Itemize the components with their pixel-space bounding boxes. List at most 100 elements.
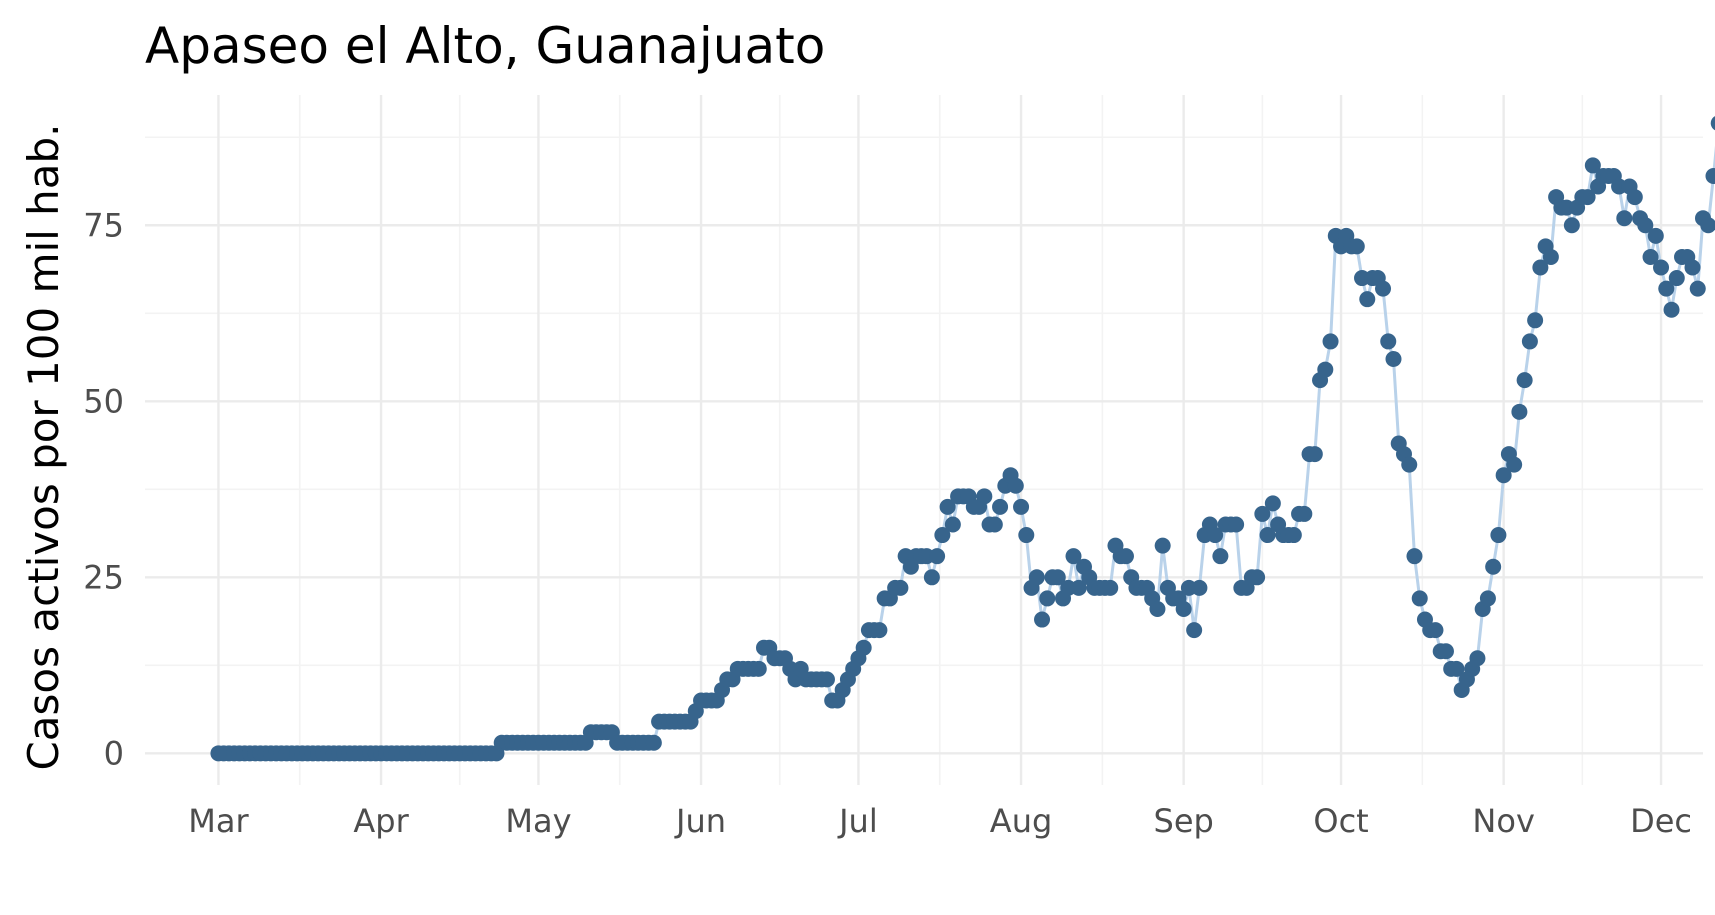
data-point — [1563, 217, 1580, 234]
data-point — [1427, 622, 1444, 639]
data-point — [1317, 361, 1334, 378]
data-point — [1616, 210, 1633, 227]
data-point — [1191, 579, 1208, 596]
data-point — [1626, 189, 1643, 206]
data-point — [992, 498, 1009, 515]
data-point — [1039, 590, 1056, 607]
data-point — [871, 622, 888, 639]
data-point — [645, 734, 662, 751]
data-point — [1375, 280, 1392, 297]
data-point — [1385, 351, 1402, 368]
data-point — [1647, 227, 1664, 244]
data-point — [1511, 403, 1528, 420]
data-point — [1296, 505, 1313, 522]
data-point — [1212, 548, 1229, 565]
x-tick-label: Jul — [837, 802, 878, 840]
data-point — [892, 579, 909, 596]
data-point — [1070, 579, 1087, 596]
data-point — [1348, 238, 1365, 255]
data-point — [944, 516, 961, 533]
data-point — [1705, 167, 1715, 184]
data-point — [1207, 527, 1224, 544]
x-tick-label: Oct — [1313, 802, 1368, 840]
data-point — [1322, 333, 1339, 350]
data-point — [1228, 516, 1245, 533]
data-point — [1579, 189, 1596, 206]
data-point — [1154, 537, 1171, 554]
y-tick-label: 0 — [104, 734, 124, 772]
x-axis-tick-labels: Mar Apr May Jun Jul Aug Sep Oct Nov Dec — [188, 802, 1692, 840]
data-points — [210, 116, 1715, 762]
series-line — [218, 145, 1715, 755]
data-point — [1249, 569, 1266, 586]
data-point — [1359, 291, 1376, 308]
data-point — [1542, 248, 1559, 265]
data-point — [1516, 372, 1533, 389]
data-point — [1469, 650, 1486, 667]
data-point — [1034, 611, 1051, 628]
data-point — [1380, 333, 1397, 350]
y-axis-label: Casos activos por 100 mil hab. — [19, 123, 68, 770]
data-point — [1653, 259, 1670, 276]
chart-title: Apaseo el Alto, Guanajuato — [145, 17, 825, 75]
data-point — [1049, 569, 1066, 586]
data-point — [976, 488, 993, 505]
data-point — [1028, 569, 1045, 586]
data-point — [986, 516, 1003, 533]
data-point — [1411, 590, 1428, 607]
data-point — [1663, 301, 1680, 318]
data-point — [1254, 505, 1271, 522]
data-point — [1521, 333, 1538, 350]
data-point — [1306, 446, 1323, 463]
data-point — [1264, 495, 1281, 512]
data-point — [929, 548, 946, 565]
data-point — [1259, 527, 1276, 544]
data-point — [1186, 622, 1203, 639]
data-point — [1700, 217, 1715, 234]
data-point — [1684, 259, 1701, 276]
x-tick-label: May — [505, 802, 571, 840]
x-tick-label: Apr — [353, 802, 409, 840]
data-point — [1689, 280, 1706, 297]
data-point — [1007, 477, 1024, 494]
data-point — [1013, 498, 1030, 515]
x-tick-label: Nov — [1472, 802, 1534, 840]
data-point — [939, 498, 956, 515]
data-point — [1485, 558, 1502, 575]
data-point — [1102, 579, 1119, 596]
data-point — [934, 527, 951, 544]
data-point — [1018, 527, 1035, 544]
series-line-layer — [218, 145, 1715, 755]
data-point — [1479, 590, 1496, 607]
x-tick-label: Dec — [1630, 802, 1692, 840]
data-point — [750, 660, 767, 677]
x-tick-label: Mar — [188, 802, 249, 840]
data-point — [1668, 270, 1685, 287]
data-point — [1437, 643, 1454, 660]
data-point — [1527, 312, 1544, 329]
data-point — [1532, 259, 1549, 276]
data-point — [1506, 456, 1523, 473]
data-point — [818, 671, 835, 688]
data-point — [1584, 157, 1601, 174]
data-point — [1149, 600, 1166, 617]
y-tick-label: 25 — [83, 558, 124, 596]
data-point — [1710, 116, 1715, 131]
data-point — [1175, 600, 1192, 617]
data-point — [1490, 527, 1507, 544]
data-point — [1642, 248, 1659, 265]
x-tick-label: Aug — [990, 802, 1052, 840]
data-point — [1658, 280, 1675, 297]
data-point — [1117, 548, 1134, 565]
y-tick-label: 75 — [83, 206, 124, 244]
data-point — [1637, 217, 1654, 234]
data-point — [1065, 548, 1082, 565]
x-tick-label: Sep — [1154, 802, 1214, 840]
data-point — [1406, 548, 1423, 565]
x-tick-label: Jun — [674, 802, 726, 840]
y-axis-tick-labels: 0 25 50 75 — [83, 206, 124, 772]
data-point — [1495, 467, 1512, 484]
data-point — [855, 639, 872, 656]
data-point — [1285, 527, 1302, 544]
